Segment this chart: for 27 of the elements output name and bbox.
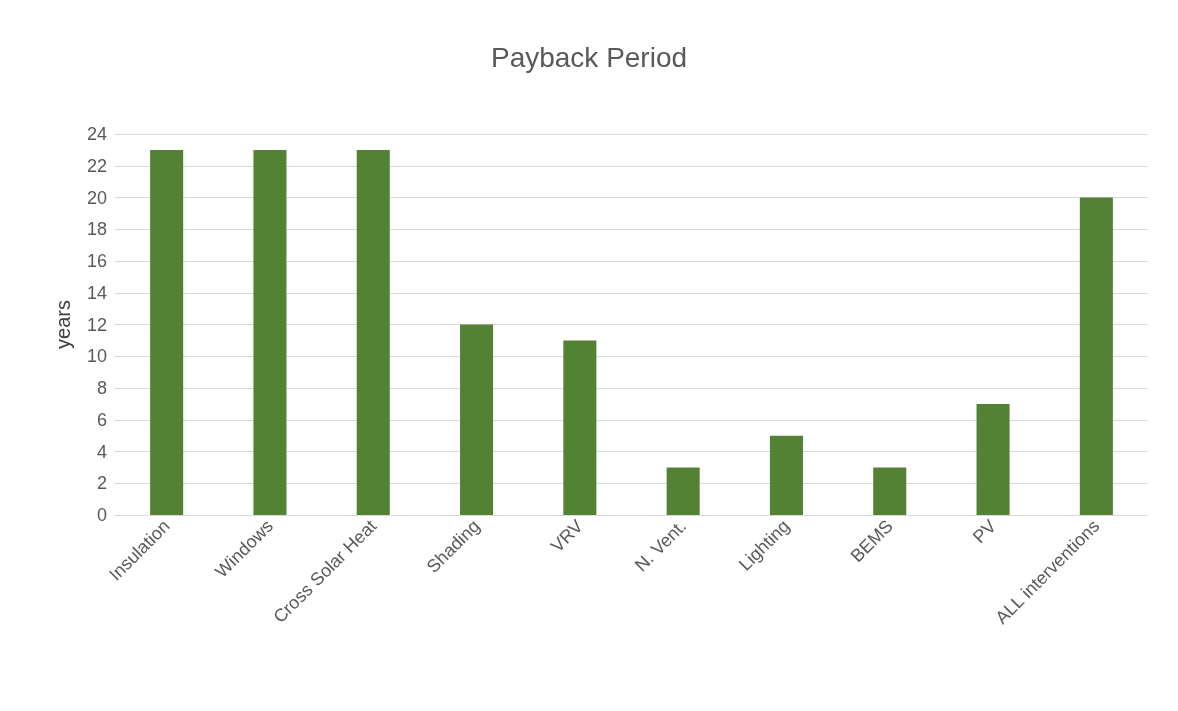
x-tick-label: N. Vent. <box>630 515 691 576</box>
bar <box>253 149 287 515</box>
bar <box>1079 197 1113 515</box>
chart-title: Payback Period <box>490 41 688 73</box>
y-tick-label: 14 <box>86 282 107 303</box>
bar <box>460 324 494 515</box>
y-axis-title: years <box>52 300 74 349</box>
y-tick-label: 2 <box>96 473 107 494</box>
y-tick-label: 4 <box>96 441 107 462</box>
y-tick-label: 20 <box>86 187 107 208</box>
bar <box>976 403 1010 515</box>
y-tick-label: 10 <box>86 346 107 367</box>
bar <box>563 340 597 515</box>
bar <box>356 149 390 515</box>
y-tick-label: 22 <box>86 155 107 176</box>
y-tick-label: 0 <box>96 505 107 525</box>
bar <box>666 467 700 515</box>
bar <box>150 149 184 515</box>
bar <box>769 435 803 515</box>
x-tick-label: PV <box>969 515 1001 548</box>
y-tick-label: 12 <box>86 314 107 335</box>
y-tick-label: 6 <box>96 409 107 430</box>
y-tick-label: 8 <box>96 378 107 398</box>
y-tick-label: 16 <box>86 251 107 271</box>
y-tick-label: 24 <box>86 124 107 144</box>
y-tick-label: 18 <box>86 219 107 240</box>
bar <box>873 467 907 515</box>
